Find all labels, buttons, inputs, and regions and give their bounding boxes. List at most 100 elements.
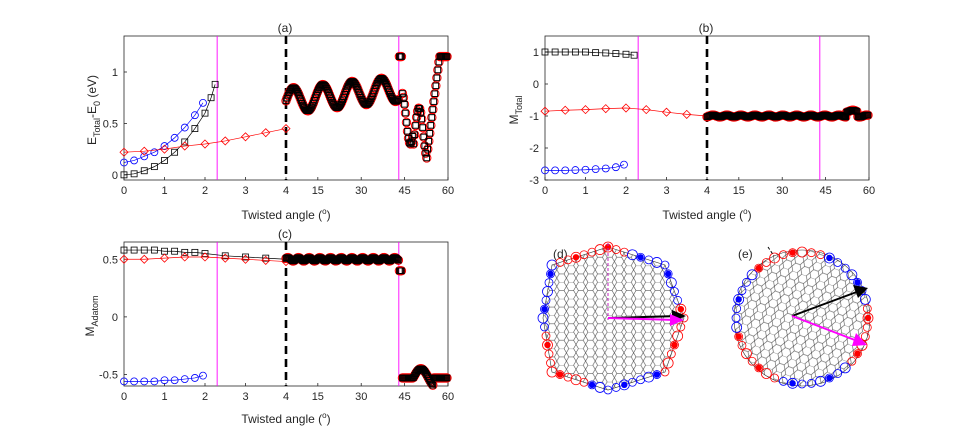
edge-atom-outline — [587, 380, 597, 390]
edge-atom-filled — [864, 314, 872, 322]
panel-e-label: (e) — [738, 247, 753, 261]
edge-atom-outline — [839, 362, 851, 374]
dense-point-black — [395, 96, 402, 103]
data-point-square — [602, 49, 610, 57]
data-point-circle — [591, 165, 600, 174]
data-point-circle — [120, 158, 128, 167]
data-point-diamond — [180, 141, 190, 151]
data-point-circle — [541, 166, 549, 175]
dense-point-red — [401, 117, 412, 128]
dense-point-black — [401, 101, 408, 108]
x-tick-label: 0 — [542, 185, 548, 197]
data-point-diamond — [220, 253, 230, 263]
magnetization-arrow-black-e — [791, 289, 863, 317]
x-tick-label: 4 — [704, 185, 710, 197]
dense-point-black — [402, 109, 409, 117]
data-point-diamond — [580, 105, 591, 115]
dense-point-black — [337, 100, 344, 108]
structure-panel-e: (e) — [731, 246, 874, 389]
dense-point-black — [412, 122, 419, 129]
data-point-circle — [190, 111, 199, 120]
data-point-square — [582, 48, 589, 56]
dense-point-black — [424, 145, 432, 153]
series-line — [545, 51, 635, 56]
data-point-circle — [160, 376, 169, 385]
edge-atom-outline — [860, 332, 870, 341]
edge-atom-outline — [734, 332, 744, 341]
edge-atom-outline — [737, 341, 747, 350]
data-point-diamond — [240, 254, 251, 264]
edge-atom-outline — [761, 258, 771, 267]
data-point-square — [120, 246, 128, 254]
x-tick-label: 1 — [582, 185, 588, 197]
data-point-diamond — [261, 255, 271, 265]
data-point-square — [207, 94, 215, 102]
data-point-square — [181, 248, 189, 256]
data-point-circle — [180, 375, 189, 383]
edge-atom-outline — [665, 277, 677, 289]
x-tick-label: 60 — [863, 185, 875, 197]
data-point-circle — [150, 377, 159, 386]
data-point-diamond — [139, 146, 149, 156]
x-tick-label: 2 — [202, 185, 208, 197]
data-point-circle — [601, 164, 610, 173]
edge-atom-filled — [604, 243, 612, 251]
dense-point-black — [429, 381, 437, 389]
data-point-circle — [170, 376, 179, 385]
edge-atom-outline — [666, 349, 676, 359]
edge-atom-filled — [541, 305, 548, 313]
edge-atom-outline — [816, 250, 825, 260]
y-tick-label: 0 — [112, 170, 118, 182]
edge-atom-filled — [621, 381, 628, 389]
dense-point-black — [432, 82, 440, 90]
dense-point-black — [428, 114, 436, 121]
data-point-diamond — [641, 105, 651, 115]
edge-atom-outline — [636, 375, 645, 385]
x-tick-label: 2 — [202, 391, 208, 403]
dense-point-black — [420, 133, 427, 141]
edge-atom-outline — [670, 287, 679, 296]
panel-d-label: (d) — [553, 247, 568, 261]
data-point-square — [201, 250, 209, 257]
data-point-circle — [150, 148, 159, 157]
data-point-circle — [130, 377, 139, 386]
x-tick-label: 0 — [121, 391, 127, 403]
dense-point-black — [398, 267, 405, 275]
edge-atom-outline — [862, 312, 874, 324]
data-point-square — [221, 252, 229, 260]
edge-atom-outline — [825, 373, 834, 383]
edge-atom-outline — [840, 263, 850, 273]
edge-atom-outline — [731, 313, 741, 323]
edge-atom-outline — [676, 322, 686, 332]
dense-point-black — [430, 98, 438, 105]
edge-atom-outline — [546, 358, 555, 368]
x-tick-label: 15 — [312, 185, 324, 197]
edge-atom-outline — [579, 250, 589, 260]
data-point-square — [191, 125, 199, 132]
edge-atom-outline — [824, 252, 835, 264]
y-tick-label: 1 — [533, 47, 539, 59]
edge-atom-outline — [760, 368, 772, 379]
data-point-circle — [170, 133, 179, 142]
x-tick-label: 1 — [161, 185, 167, 197]
edge-atom-filled — [556, 371, 564, 378]
edge-atom-outline — [746, 269, 758, 281]
dense-point-black — [393, 98, 400, 105]
edge-atom-outline — [555, 258, 565, 267]
edge-atom-filled — [653, 371, 661, 378]
dense-point-black — [417, 109, 424, 116]
edge-atom-outline — [611, 383, 621, 392]
edge-atom-outline — [862, 322, 872, 332]
dense-point-black — [411, 131, 418, 139]
edge-atom-filled — [735, 296, 742, 303]
x-tick-label: 15 — [312, 391, 324, 403]
dense-point-red — [422, 153, 432, 163]
edge-atom-filled — [826, 374, 833, 382]
edge-atom-filled — [677, 305, 685, 313]
edge-atom-outline — [779, 250, 788, 260]
dense-point-black — [366, 97, 374, 105]
data-point-square — [120, 171, 128, 179]
data-point-square — [242, 253, 249, 261]
data-point-circle — [180, 123, 189, 132]
data-point-circle — [620, 160, 628, 169]
